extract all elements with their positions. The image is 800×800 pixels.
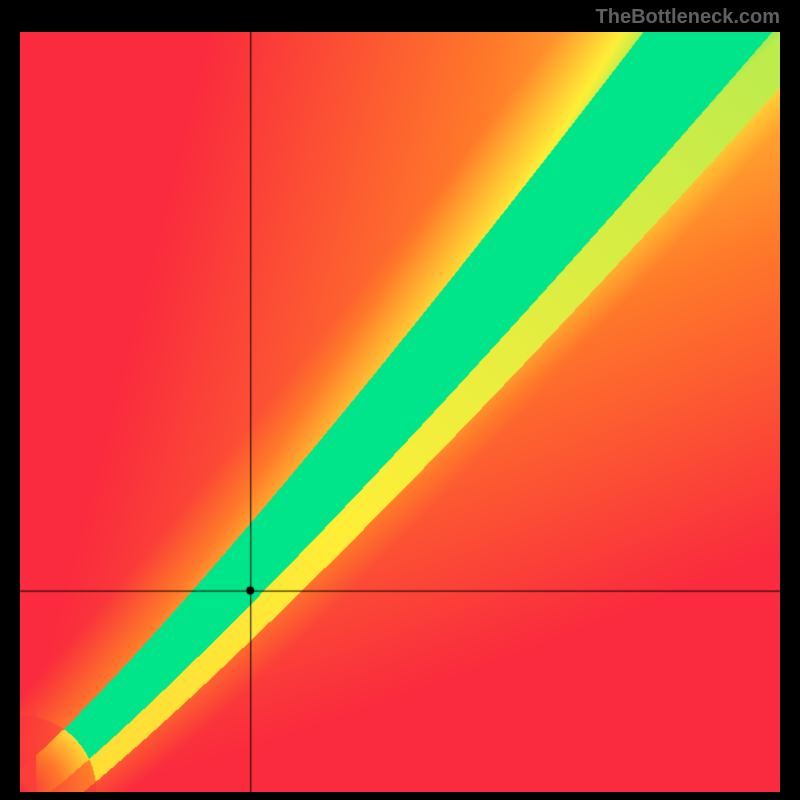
watermark-text: TheBottleneck.com bbox=[596, 6, 780, 29]
heatmap-canvas bbox=[20, 32, 780, 792]
chart-container: TheBottleneck.com bbox=[0, 0, 800, 800]
